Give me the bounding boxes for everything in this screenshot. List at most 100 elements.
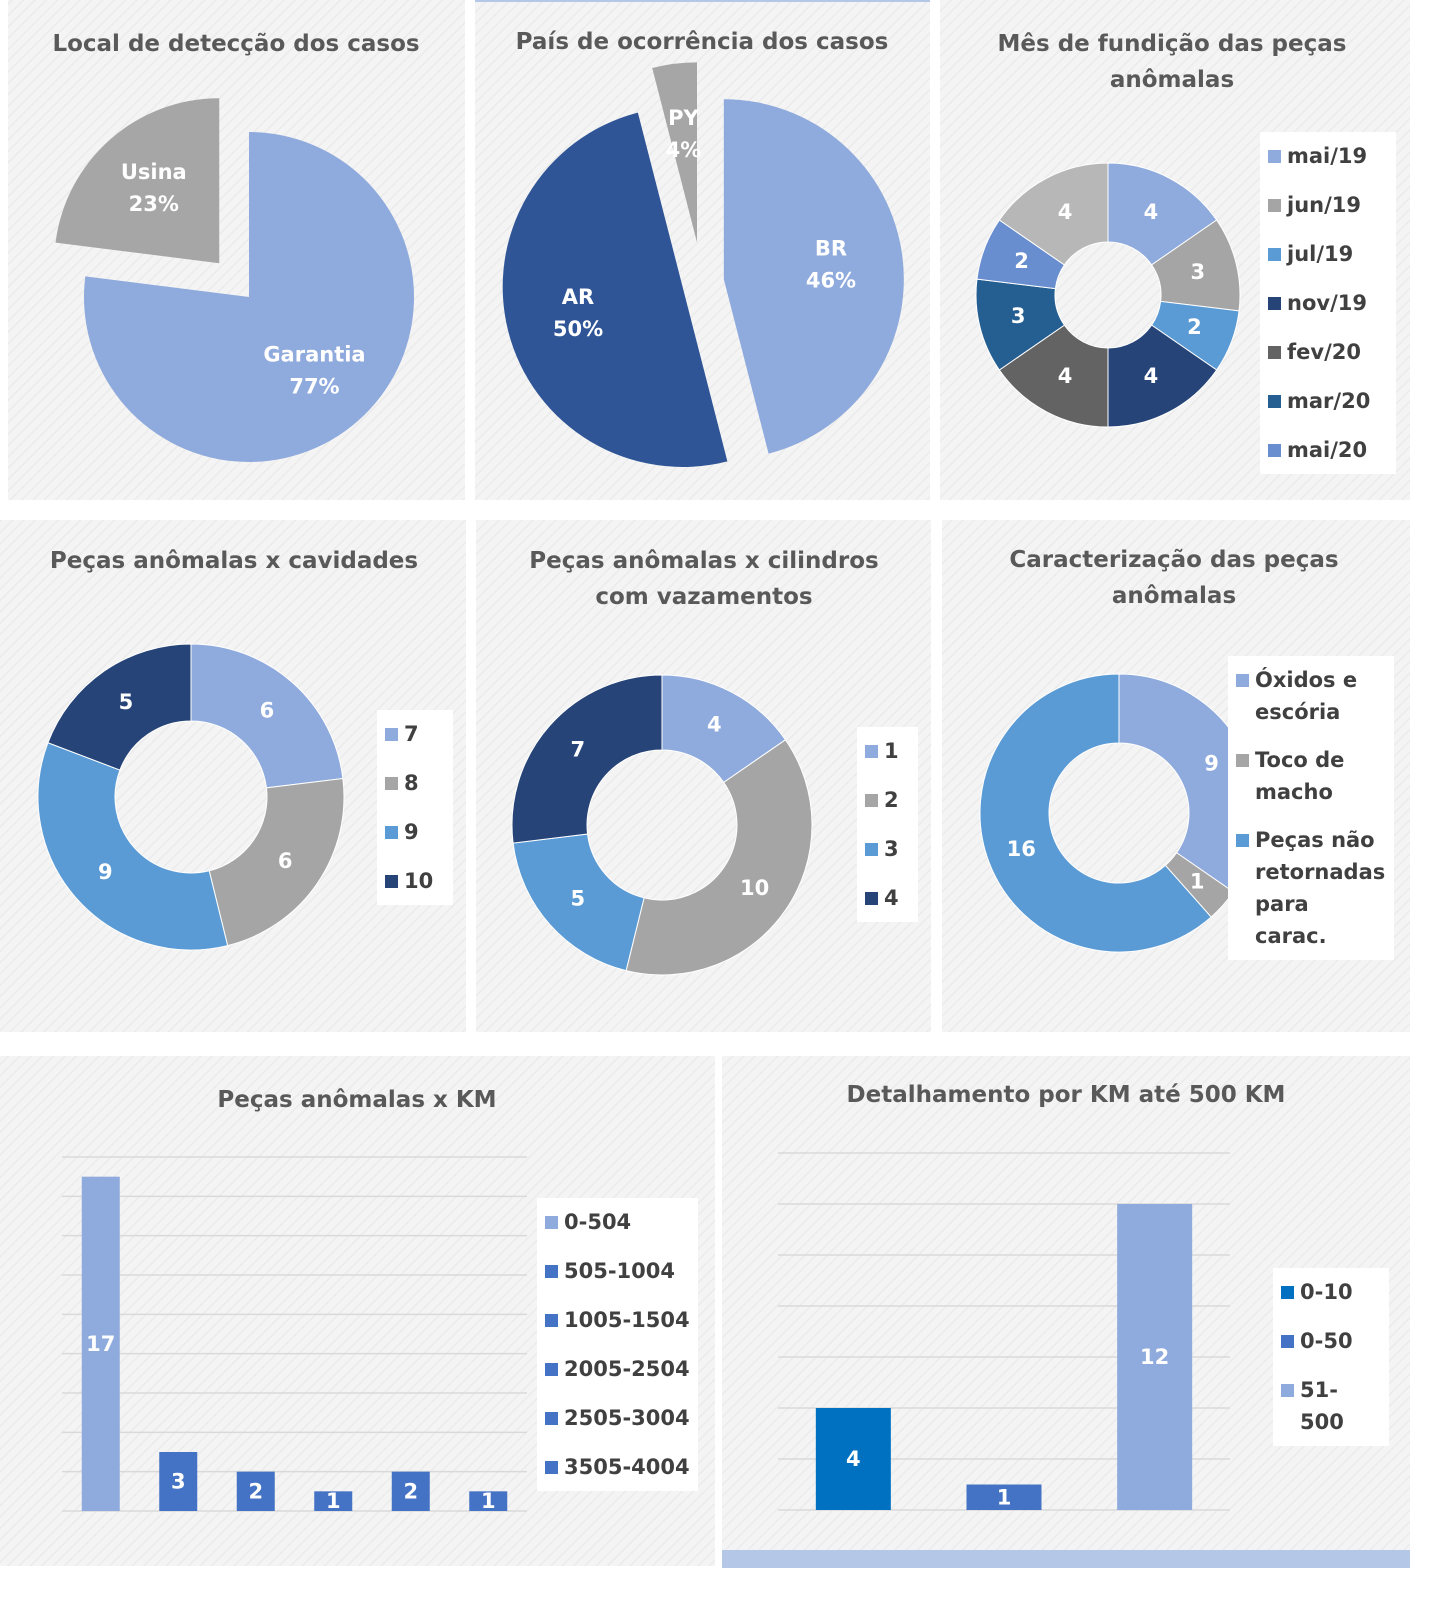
legend-swatch — [545, 1216, 558, 1229]
bar — [314, 1491, 353, 1511]
legend-swatch — [865, 892, 878, 905]
bar-label: 1 — [997, 1485, 1012, 1509]
pie-slice — [502, 112, 728, 467]
legend-label: mai/19 — [1287, 144, 1368, 168]
slice-category: PY — [668, 106, 699, 130]
segment-label: 9 — [98, 860, 113, 884]
slice-category: Garantia — [263, 342, 365, 366]
donut-segment — [208, 778, 345, 947]
bar-label: 3 — [171, 1470, 186, 1494]
legend-item: 9 — [385, 816, 445, 848]
segment-label: 16 — [1007, 837, 1036, 861]
bar-label: 2 — [248, 1479, 263, 1503]
legend-swatch — [865, 745, 878, 758]
chart-title: Peças anômalas x KM — [217, 1087, 497, 1113]
legend-swatch — [385, 728, 398, 741]
bar-label: 4 — [846, 1447, 861, 1471]
legend-label: 505-1004 — [564, 1259, 675, 1283]
legend-swatch — [865, 794, 878, 807]
legend-item: 1 — [865, 735, 910, 767]
segment-label: 1 — [1190, 869, 1205, 893]
legend-item: Óxidos e escória — [1236, 664, 1386, 728]
bar — [1117, 1204, 1193, 1510]
legend-item: 2005-2504 — [545, 1353, 690, 1385]
legend-label: jul/19 — [1287, 242, 1354, 266]
legend: 0-10 0-50 51-500 — [1273, 1268, 1389, 1446]
legend-swatch — [545, 1363, 558, 1376]
segment-label: 6 — [260, 698, 275, 722]
legend: 7 8 9 10 — [377, 710, 453, 905]
bar — [81, 1176, 120, 1511]
legend-label: 3505-4004 — [564, 1455, 690, 1479]
legend-swatch — [385, 777, 398, 790]
legend-swatch — [545, 1314, 558, 1327]
pie-slice — [55, 98, 220, 264]
bar — [391, 1471, 430, 1511]
legend-item: 2505-3004 — [545, 1402, 690, 1434]
legend-item: 2 — [865, 784, 910, 816]
bar — [236, 1471, 275, 1511]
slice-label: 23% — [129, 192, 179, 216]
bar — [159, 1452, 198, 1511]
pie-slice — [84, 132, 415, 462]
chart-title: País de ocorrência dos casos — [515, 29, 889, 55]
legend-label: 1005-1504 — [564, 1308, 690, 1332]
legend-label: fev/20 — [1287, 340, 1361, 364]
donut-segment — [1107, 324, 1218, 428]
legend-item: 3505-4004 — [545, 1451, 690, 1483]
legend-label: mar/20 — [1287, 389, 1371, 413]
donut-segment — [47, 643, 192, 771]
segment-label: 9 — [1204, 751, 1219, 775]
slice-category: BR — [815, 237, 847, 261]
slice-label: 77% — [289, 374, 339, 398]
donut-segment — [37, 742, 229, 951]
bar — [469, 1491, 508, 1511]
legend-label: jun/19 — [1287, 193, 1361, 217]
legend-label: 3 — [884, 837, 899, 861]
slice-category: Usina — [121, 160, 187, 184]
segment-label: 4 — [1058, 200, 1073, 224]
legend-item: mai/19 — [1268, 140, 1388, 172]
legend-swatch — [1281, 1335, 1294, 1348]
legend-item: 0-504 — [545, 1206, 690, 1238]
segment-label: 4 — [1144, 364, 1159, 388]
legend-swatch — [1236, 674, 1249, 687]
donut-segment — [190, 643, 344, 789]
legend-swatch — [1236, 754, 1249, 767]
chart-title: Peças anômalas x cavidades — [49, 548, 419, 574]
legend-swatch — [545, 1265, 558, 1278]
chart-title: Mês de fundição das peças anômalas — [997, 31, 1347, 93]
legend-swatch — [385, 875, 398, 888]
segment-label: 2 — [1014, 249, 1029, 273]
legend-label: 2505-3004 — [564, 1406, 690, 1430]
legend: mai/19 jun/19 jul/19 nov/19 fev/20 mar/20 mai/… — [1260, 132, 1396, 474]
bar — [966, 1484, 1042, 1510]
legend: 0-504 505-1004 1005-1504 2005-2504 2505-3004… — [537, 1198, 698, 1491]
donut-segment — [979, 673, 1212, 953]
donut-segment — [625, 739, 813, 976]
pie-slice — [652, 62, 697, 243]
segment-label: 3 — [1011, 304, 1026, 328]
legend-label: nov/19 — [1287, 291, 1367, 315]
legend: Óxidos e escória Toco de macho Peças não r… — [1228, 656, 1394, 960]
segment-label: 4 — [707, 712, 722, 736]
slice-label: 50% — [553, 317, 603, 341]
legend-label: Peças não retornadas para carac. — [1255, 828, 1386, 948]
legend-item: mar/20 — [1268, 385, 1388, 417]
legend-label: 2 — [884, 788, 899, 812]
legend-label: 9 — [404, 820, 419, 844]
legend-swatch — [1281, 1384, 1294, 1397]
legend-label: 0-10 — [1300, 1280, 1353, 1304]
donut-segment — [512, 833, 645, 972]
legend-label: 10 — [404, 869, 434, 893]
legend-label: 0-50 — [1300, 1329, 1353, 1353]
legend-swatch — [1236, 834, 1249, 847]
segment-label: 7 — [570, 737, 585, 761]
legend-swatch — [1268, 297, 1281, 310]
legend-item: 0-50 — [1281, 1325, 1381, 1357]
legend-label: Toco de macho — [1255, 748, 1345, 804]
segment-label: 4 — [1144, 200, 1159, 224]
legend-swatch — [1281, 1286, 1294, 1299]
legend-item: 7 — [385, 718, 445, 750]
legend-swatch — [1268, 346, 1281, 359]
